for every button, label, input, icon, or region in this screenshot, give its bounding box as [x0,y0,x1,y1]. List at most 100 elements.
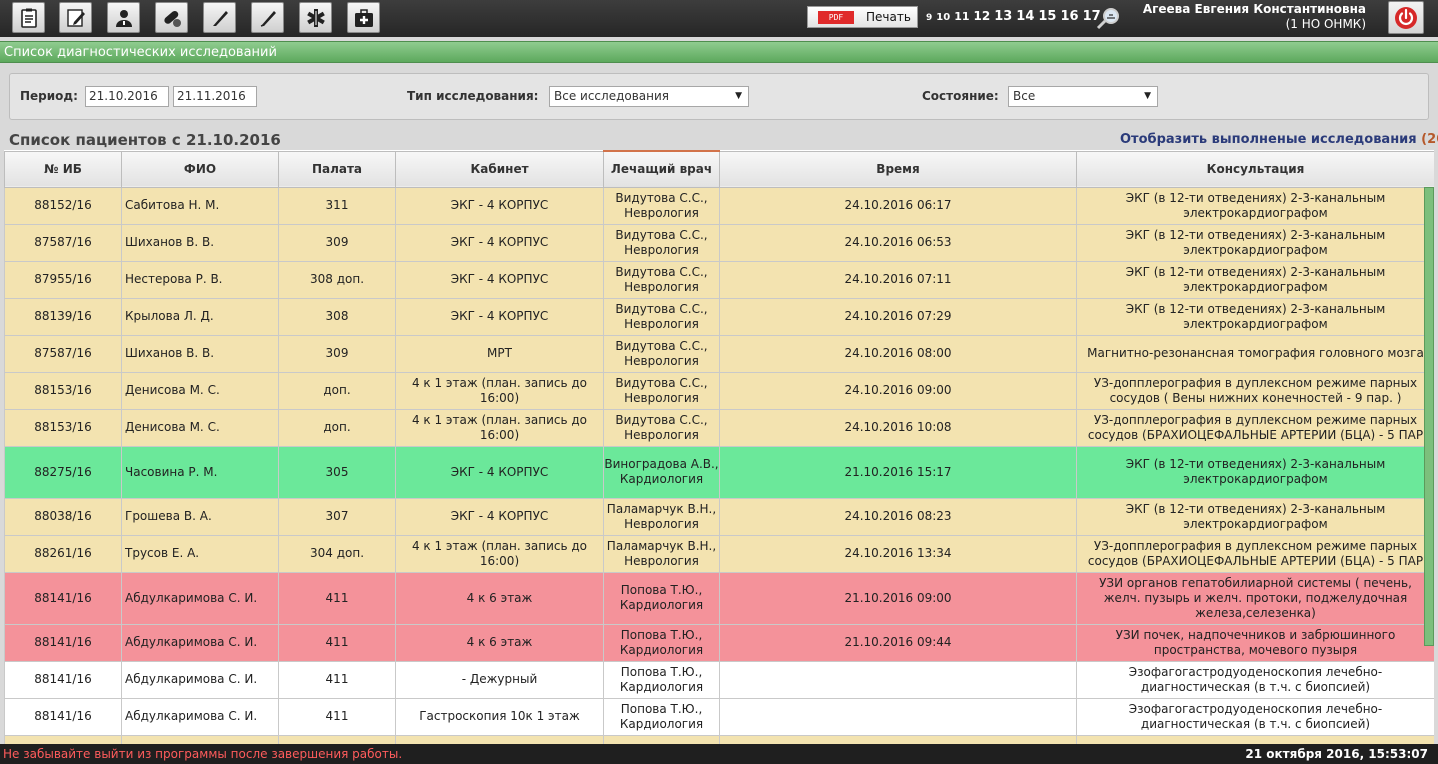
table-row[interactable]: 87587/16 Шиханов В. В. 309 ЭКГ - 4 КОРПУС Ви… [4,223,1434,262]
completed-count: (26) [1421,132,1438,147]
table-header-row: № ИБ ФИО Палата Кабинет Лечащий врач Вре… [4,150,1434,188]
cell-time: 21.10.2016 09:44 [719,623,1077,662]
cell-doctor: Видутова С.С., Неврология [603,260,720,299]
cell-fio: Часовина Р. М. [121,445,279,499]
cell-id: 87587/16 [4,334,122,373]
table-row[interactable]: 88261/16 Трусов Е. А. 304 доп. 4 к 1 этаж (… [4,534,1434,573]
period-from-input[interactable]: 21.10.2016 [85,86,169,107]
column-header-consultation[interactable]: Консультация [1076,150,1434,188]
pills-button[interactable] [155,2,188,33]
cell-time: 24.10.2016 06:53 [719,223,1077,262]
cell-id: 87587/16 [4,223,122,262]
study-type-select[interactable]: Все исследования ▼ [549,86,749,107]
cell-time [719,660,1077,699]
cell-cabinet: МРТ [395,334,604,373]
table-row[interactable]: 88139/16 Крылова Л. Д. 308 ЭКГ - 4 КОРПУС Ви… [4,297,1434,336]
column-header-fio[interactable]: ФИО [121,150,279,188]
scalpel-alt-icon [260,10,276,27]
font-size-12[interactable]: 12 [973,9,991,23]
column-header-id[interactable]: № ИБ [4,150,122,188]
logout-button[interactable] [1388,1,1424,34]
page-title: Список диагностических исследований [0,41,1438,63]
cell-time: 21.10.2016 09:00 [719,571,1077,625]
column-header-time[interactable]: Время [719,150,1077,188]
cell-doctor: Видутова С.С., Неврология [603,371,720,410]
table-row[interactable]: 88141/16 Абдулкаримова С. И. 411 4 к 6 этаж… [4,571,1434,625]
cell-doctor: Попова Т.Ю., Кардиология [603,660,720,699]
cell-doctor: Паламарчук В.Н., Неврология [603,534,720,573]
cell-ward: 411 [278,623,396,662]
cell-fio: Абдулкаримова С. И. [121,571,279,625]
font-size-10[interactable]: 10 [936,12,951,23]
clipboard-button[interactable] [12,2,45,33]
table-scrollbar[interactable] [1424,187,1434,646]
show-completed-label: Отобразить выполненые исследования [1120,132,1417,147]
scalpel-button[interactable] [203,2,236,33]
cell-time: 24.10.2016 07:29 [719,297,1077,336]
font-size-14[interactable]: 14 [1016,9,1035,24]
table-row[interactable]: 88275/16 Часовина Р. М. 305 ЭКГ - 4 КОРПУС В… [4,445,1434,499]
column-header-cabinet[interactable]: Кабинет [395,150,604,188]
cell-id: 88152/16 [4,186,122,225]
font-size-9[interactable]: 9 [926,13,933,23]
table-row[interactable]: 88153/16 Денисова М. С. доп. 4 к 1 этаж (пл… [4,371,1434,410]
cell-cabinet: 4 к 1 этаж (план. запись до 16:00) [395,408,604,447]
table-row[interactable]: 88141/16 Абдулкаримова С. И. 411- Дежурный… [4,660,1434,699]
cell-cabinet: ЭКГ - 4 КОРПУС [395,297,604,336]
font-size-selector: 9 10 11 12 13 14 15 16 17 [926,9,1101,24]
doctor-button[interactable] [107,2,140,33]
font-size-11[interactable]: 11 [954,10,970,23]
user-name: Агеева Евгения Константиновна [1142,2,1366,16]
table-row[interactable]: 88038/16 Грошева В. А. 307 ЭКГ - 4 КОРПУС Па… [4,497,1434,536]
cell-ward: 411 [278,697,396,736]
period-to-input[interactable]: 21.11.2016 [173,86,257,107]
column-header-ward[interactable]: Палата [278,150,396,188]
print-button[interactable]: PDF Печать [807,6,918,28]
cell-fio: Денисова М. С. [121,371,279,410]
cell-consultation: ЭКГ (в 12-ти отведениях) 2-3-канальным э… [1076,260,1434,299]
show-completed-link[interactable]: Отобразить выполненые исследования (26) [1120,132,1438,147]
table-row[interactable]: Попова Т.Ю., УЗИ [4,734,1434,744]
table-row[interactable]: 88152/16 Сабитова Н. М. 311 ЭКГ - 4 КОРПУС В… [4,186,1434,225]
cell-consultation: ЭКГ (в 12-ти отведениях) 2-3-канальным э… [1076,186,1434,225]
cell-consultation: УЗ-допплерография в дуплексном режиме па… [1076,408,1434,447]
font-size-13[interactable]: 13 [994,9,1013,24]
table-row[interactable]: 88141/16 Абдулкаримова С. И. 411 Гастроскоп… [4,697,1434,736]
cell-fio: Абдулкаримова С. И. [121,697,279,736]
cell-consultation: УЗИ [1076,734,1434,744]
table-row[interactable]: 87955/16 Нестерова Р. В. 308 доп. ЭКГ - 4 К… [4,260,1434,299]
cell-time: 24.10.2016 07:11 [719,260,1077,299]
cell-id [4,734,122,744]
cell-fio: Трусов Е. А. [121,534,279,573]
doctor-icon [115,9,132,27]
font-size-15[interactable]: 15 [1038,9,1057,24]
cell-consultation: Магнитно-резонансная томография головног… [1076,334,1434,373]
study-type-label: Тип исследования: [407,89,539,103]
cell-doctor: Попова Т.Ю., Кардиология [603,623,720,662]
cell-ward [278,734,396,744]
cell-cabinet: ЭКГ - 4 КОРПУС [395,445,604,499]
cell-doctor: Видутова С.С., Неврология [603,334,720,373]
font-size-17[interactable]: 17 [1082,9,1101,24]
edit-button[interactable] [59,2,92,33]
font-size-16[interactable]: 16 [1060,9,1079,24]
state-value: Все [1013,89,1036,103]
cell-consultation: ЭКГ (в 12-ти отведениях) 2-3-канальным э… [1076,445,1434,499]
scalpel-alt-button[interactable] [251,2,284,33]
column-header-doctor[interactable]: Лечащий врач [603,150,720,188]
magnifier-icon[interactable] [1096,6,1122,30]
table-row[interactable]: 88141/16 Абдулкаримова С. И. 411 4 к 6 этаж… [4,623,1434,662]
cell-doctor: Попова Т.Ю., Кардиология [603,697,720,736]
table-row[interactable]: 87587/16 Шиханов В. В. 309 МРТ Видутова С.С.… [4,334,1434,373]
pencil-icon [66,8,85,27]
cell-fio: Нестерова Р. В. [121,260,279,299]
first-aid-button[interactable] [347,2,380,33]
medical-star-button[interactable] [299,2,332,33]
studies-table: № ИБ ФИО Палата Кабинет Лечащий врач Вре… [4,150,1434,744]
cell-id: 88141/16 [4,660,122,699]
table-row[interactable]: 88153/16 Денисова М. С. доп. 4 к 1 этаж (пл… [4,408,1434,447]
cell-id: 88141/16 [4,571,122,625]
cell-cabinet: 4 к 1 этаж (план. запись до 16:00) [395,534,604,573]
cell-time: 24.10.2016 08:23 [719,497,1077,536]
state-select[interactable]: Все ▼ [1008,86,1158,107]
